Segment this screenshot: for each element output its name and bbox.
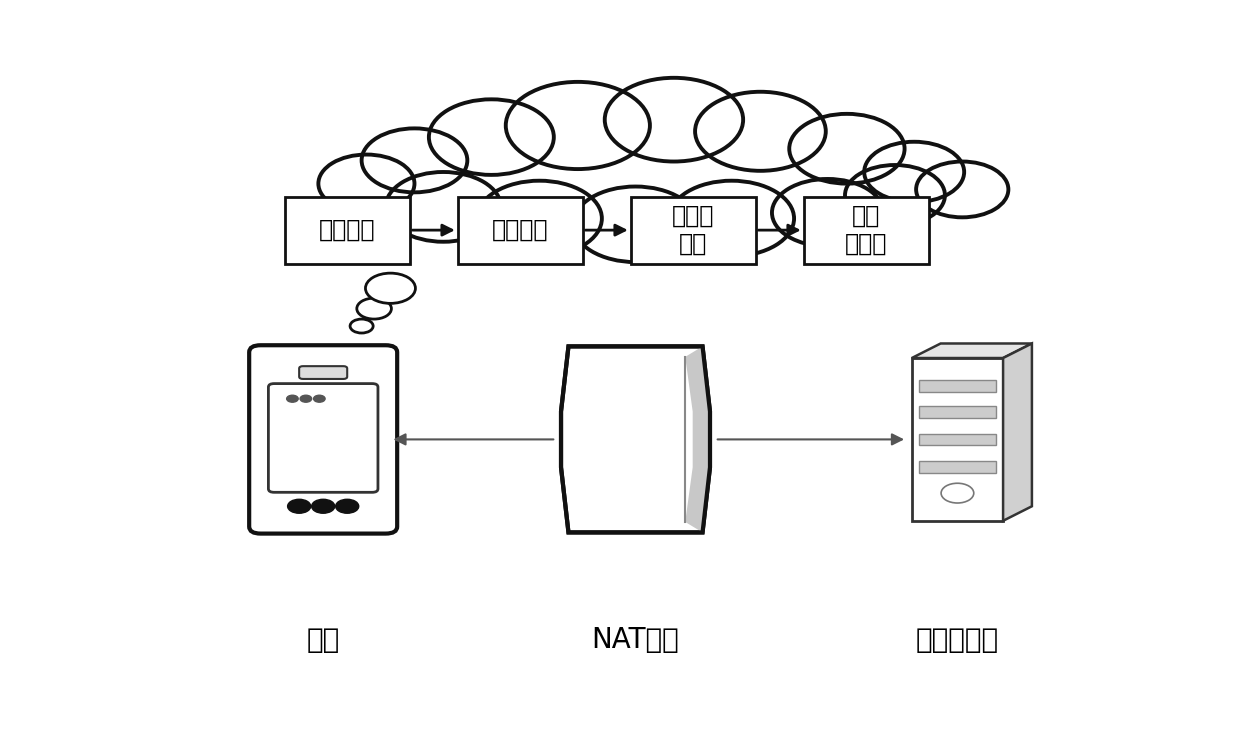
Text: 连通性
测试: 连通性 测试 bbox=[672, 204, 714, 256]
Circle shape bbox=[789, 114, 904, 183]
Circle shape bbox=[844, 165, 945, 226]
Polygon shape bbox=[1003, 344, 1032, 521]
Text: NAT设备: NAT设备 bbox=[591, 626, 680, 654]
Circle shape bbox=[288, 499, 311, 513]
FancyBboxPatch shape bbox=[919, 380, 997, 392]
Circle shape bbox=[386, 172, 501, 242]
Circle shape bbox=[366, 273, 415, 304]
FancyBboxPatch shape bbox=[919, 433, 997, 445]
Polygon shape bbox=[560, 347, 711, 532]
Circle shape bbox=[319, 155, 414, 213]
FancyBboxPatch shape bbox=[458, 197, 583, 263]
Text: 终端: 终端 bbox=[306, 626, 340, 654]
Circle shape bbox=[350, 319, 373, 333]
FancyBboxPatch shape bbox=[249, 345, 397, 534]
Text: 拉取
媒体流: 拉取 媒体流 bbox=[844, 204, 888, 256]
Polygon shape bbox=[911, 344, 1032, 358]
Circle shape bbox=[670, 180, 794, 256]
Circle shape bbox=[311, 499, 335, 513]
FancyBboxPatch shape bbox=[268, 384, 378, 492]
Circle shape bbox=[506, 82, 650, 169]
FancyBboxPatch shape bbox=[919, 406, 997, 418]
Circle shape bbox=[916, 162, 1008, 217]
Circle shape bbox=[941, 483, 973, 503]
Circle shape bbox=[696, 92, 826, 171]
Circle shape bbox=[286, 395, 298, 402]
FancyBboxPatch shape bbox=[285, 197, 409, 263]
Text: 交换地址: 交换地址 bbox=[492, 218, 548, 242]
Text: 媒体服务器: 媒体服务器 bbox=[916, 626, 999, 654]
Circle shape bbox=[362, 128, 467, 193]
Circle shape bbox=[300, 395, 311, 402]
FancyBboxPatch shape bbox=[631, 197, 755, 263]
Circle shape bbox=[477, 180, 601, 256]
Text: 伪造地址: 伪造地址 bbox=[319, 218, 376, 242]
Circle shape bbox=[864, 142, 965, 202]
Circle shape bbox=[773, 179, 883, 246]
FancyBboxPatch shape bbox=[804, 197, 929, 263]
FancyBboxPatch shape bbox=[911, 358, 1003, 521]
Circle shape bbox=[605, 78, 743, 162]
FancyBboxPatch shape bbox=[299, 366, 347, 379]
Circle shape bbox=[357, 298, 392, 319]
Circle shape bbox=[429, 100, 554, 175]
Circle shape bbox=[314, 395, 325, 402]
FancyBboxPatch shape bbox=[268, 352, 378, 367]
Circle shape bbox=[573, 186, 698, 262]
Polygon shape bbox=[686, 347, 711, 532]
FancyBboxPatch shape bbox=[919, 461, 997, 473]
Circle shape bbox=[336, 499, 358, 513]
